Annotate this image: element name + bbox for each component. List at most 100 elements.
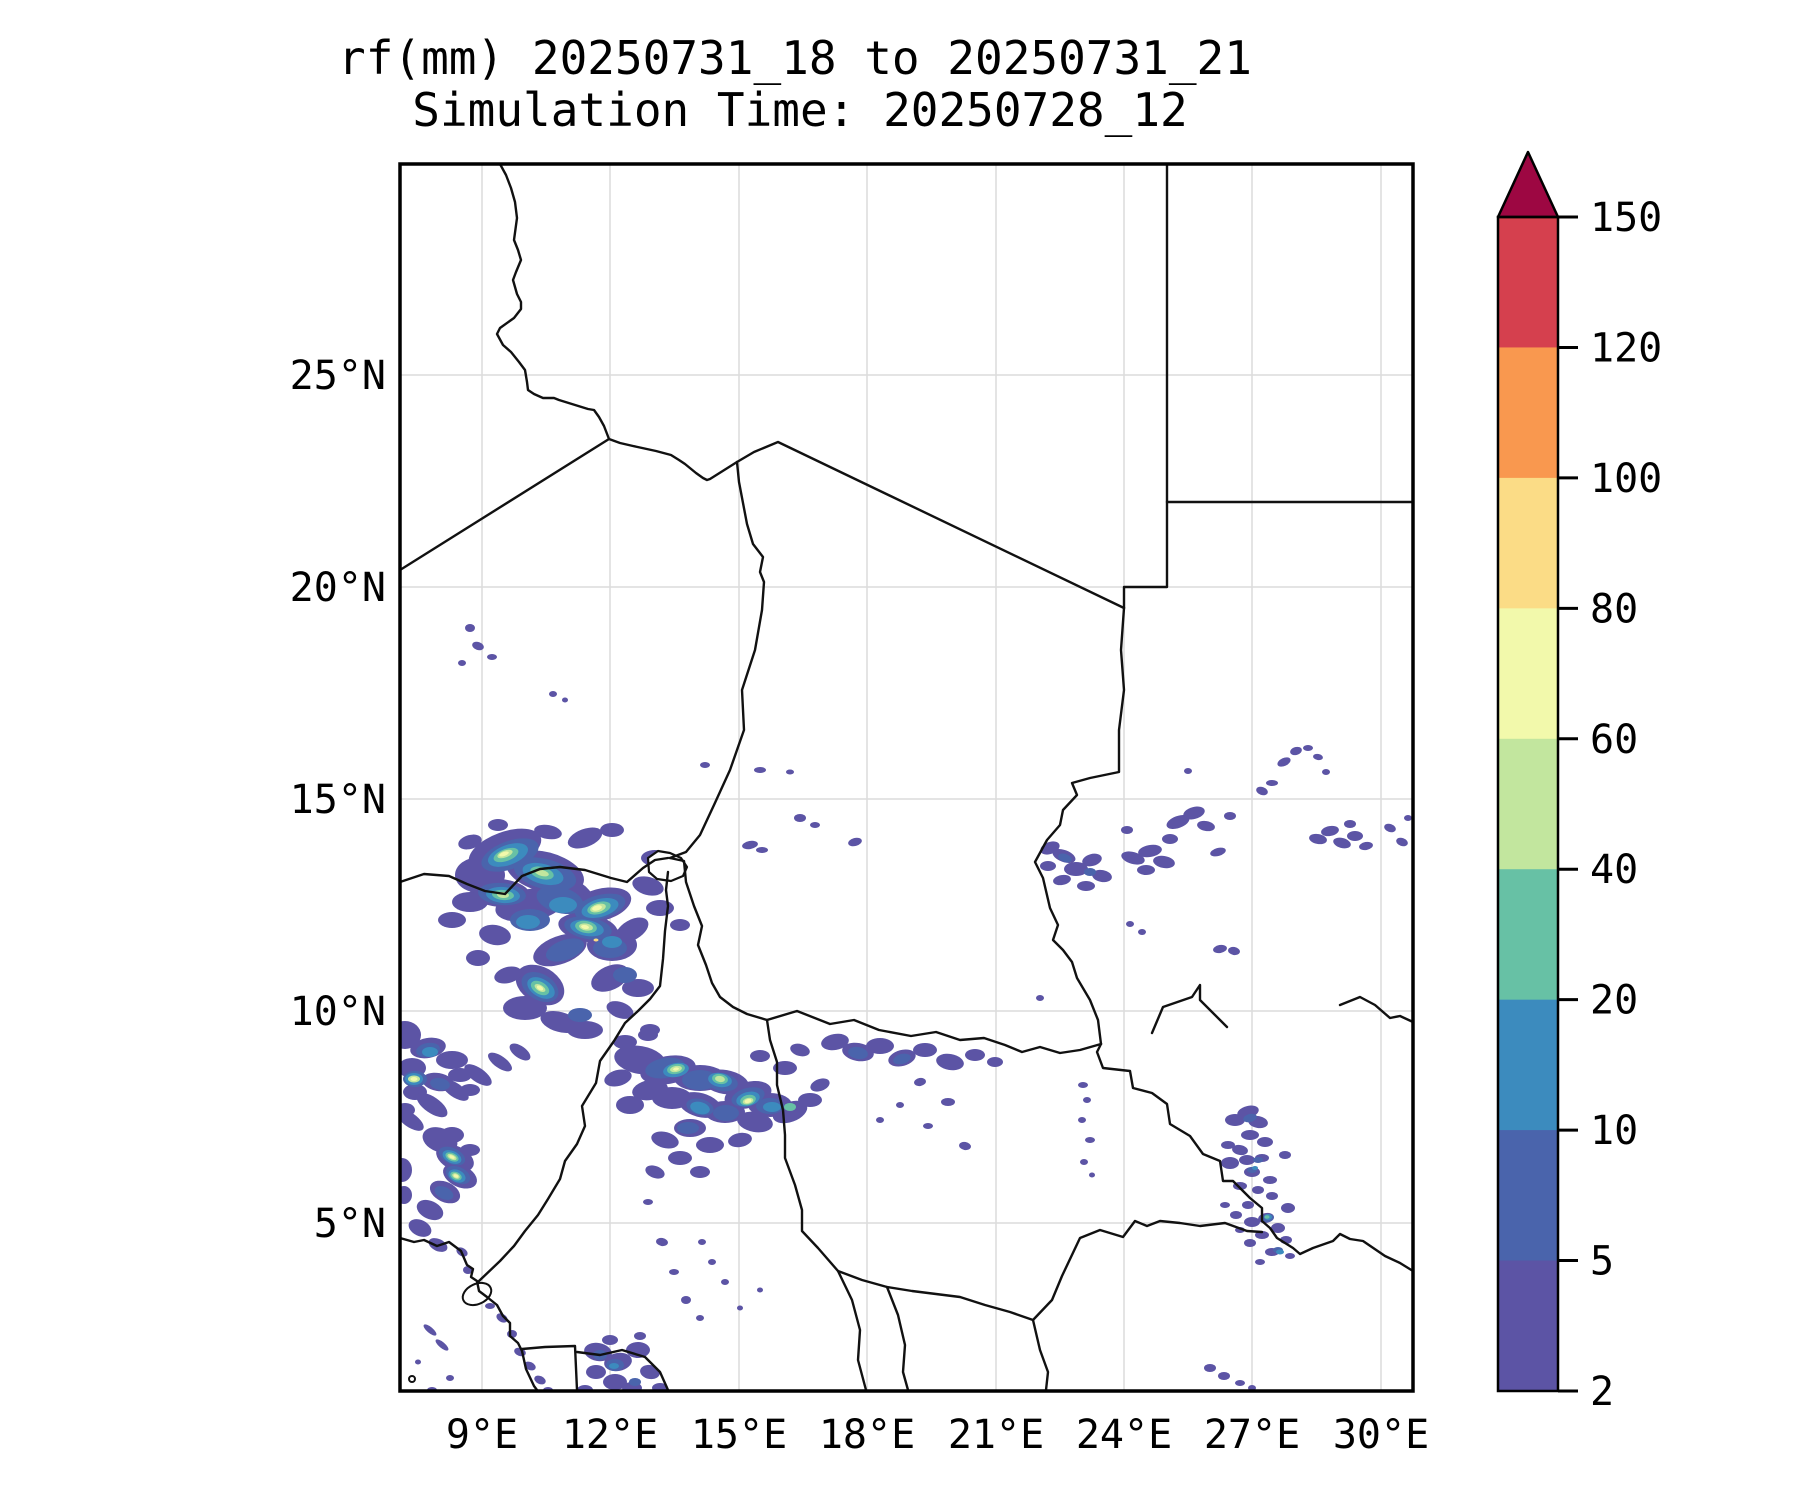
map-frame <box>398 162 1415 1393</box>
rain-cell <box>784 1103 796 1111</box>
rain-cell <box>1218 1372 1230 1380</box>
border-libya-sudan-step <box>1122 500 1169 610</box>
rain-cell <box>1077 881 1095 891</box>
rain-cell <box>1384 823 1396 833</box>
rain-cell <box>754 767 766 773</box>
rain-cell <box>798 1093 822 1107</box>
rain-cell <box>810 1078 830 1092</box>
rain-cell <box>668 1151 692 1165</box>
rain-cell <box>613 967 637 983</box>
rain-cell <box>436 1051 468 1069</box>
rain-cell <box>1080 1159 1088 1165</box>
rain-cell <box>1404 815 1412 821</box>
rain-cell <box>416 1092 448 1118</box>
rain-cell <box>848 1046 868 1060</box>
rain-cell <box>1221 1157 1239 1169</box>
rain-cell <box>581 924 589 930</box>
colorbar-tick-label: 80 <box>1590 586 1638 632</box>
x-axis-tick-labels: 9°E 12°E 15°E 18°E 21°E 24°E 27°E 30°E <box>446 1412 1429 1458</box>
rain-cell <box>408 1219 432 1237</box>
rain-cell <box>1313 753 1323 761</box>
rain-cell <box>1040 861 1056 871</box>
rain-cell <box>1210 847 1226 857</box>
rain-cell <box>600 823 624 837</box>
rain-cell <box>656 1237 668 1247</box>
rain-cell <box>458 834 482 850</box>
colorbar-outline <box>1496 215 1560 1393</box>
border-sudan-ssudan-a <box>1150 983 1229 1035</box>
rain-cell <box>622 979 654 997</box>
x-tick-label: 18°E <box>819 1412 915 1458</box>
rain-cell <box>549 897 577 913</box>
rain-cell <box>488 1052 512 1072</box>
rain-cell <box>1153 855 1175 869</box>
colorbar-tick-label: 60 <box>1590 717 1638 763</box>
rain-cell <box>449 1155 455 1159</box>
rain-cell <box>1078 1082 1088 1088</box>
rain-cell <box>524 1361 536 1371</box>
rain-cell <box>700 762 710 768</box>
rain-cell <box>632 876 664 896</box>
rain-cell <box>534 824 562 840</box>
rain-cell <box>756 847 768 853</box>
rain-cell <box>536 985 544 991</box>
colorbar-segment <box>1498 999 1558 1131</box>
rain-cell <box>728 1132 752 1148</box>
gridlines <box>400 164 1413 1391</box>
rain-cell <box>613 1035 637 1049</box>
rain-cell <box>913 1043 937 1057</box>
rain-cell <box>893 1053 911 1065</box>
colorbar-segment <box>1498 347 1558 479</box>
rain-cell <box>1085 1137 1095 1143</box>
map-frame-rect <box>398 162 1415 1393</box>
rain-cell <box>479 924 511 946</box>
rain-cell <box>696 1137 724 1153</box>
rain-cell <box>1256 786 1268 796</box>
rain-cell <box>1253 1157 1263 1163</box>
rain-cell <box>763 1102 781 1112</box>
border-drc-congo-bottom <box>1031 1318 1050 1391</box>
rain-cell <box>422 1047 438 1057</box>
rain-cell <box>616 1096 644 1114</box>
rain-cell <box>1279 1151 1291 1159</box>
country-borders <box>400 164 1413 1391</box>
rain-cell <box>696 1315 704 1321</box>
plot-subtitle: Simulation Time: 20250728_12 <box>412 83 1187 137</box>
rain-cell <box>1082 853 1102 867</box>
rain-cell <box>494 966 522 984</box>
rain-cell <box>549 691 557 697</box>
border-niger-libya <box>607 437 739 482</box>
rain-cell <box>603 1374 627 1390</box>
x-tick-label: 12°E <box>562 1412 658 1458</box>
rain-cell <box>1213 944 1227 954</box>
rain-cell <box>1121 851 1145 865</box>
border-congo-drc-south1 <box>836 1269 868 1391</box>
rain-cell <box>848 837 862 847</box>
rain-cell <box>737 1305 743 1311</box>
rain-cell <box>545 938 585 962</box>
rain-cell <box>1252 1166 1258 1170</box>
rain-cell <box>1183 806 1205 820</box>
rain-cell <box>1242 1201 1254 1209</box>
colorbar-tick-label: 10 <box>1590 1108 1638 1154</box>
rain-cell <box>458 660 466 666</box>
rain-cell <box>435 1339 449 1351</box>
border-niger-chad <box>668 460 766 860</box>
colorbar: 150 120 100 80 60 40 20 10 5 2 <box>1496 150 1662 1415</box>
border-algeria-libya <box>495 164 611 441</box>
rain-cell <box>472 641 484 651</box>
y-tick-label: 20°N <box>290 565 386 611</box>
rain-cell <box>535 869 549 877</box>
rain-cell <box>568 1008 592 1022</box>
rain-cell <box>1078 1117 1086 1123</box>
rain-cell <box>430 1077 450 1091</box>
border-car-sudan-ssudan <box>1095 1042 1413 1273</box>
rain-cell <box>1257 1137 1273 1147</box>
x-tick-label: 21°E <box>948 1412 1044 1458</box>
y-tick-label: 5°N <box>314 1201 386 1247</box>
rain-cell <box>1322 769 1330 775</box>
rain-cell <box>652 1383 668 1391</box>
rain-cell <box>1166 815 1190 829</box>
